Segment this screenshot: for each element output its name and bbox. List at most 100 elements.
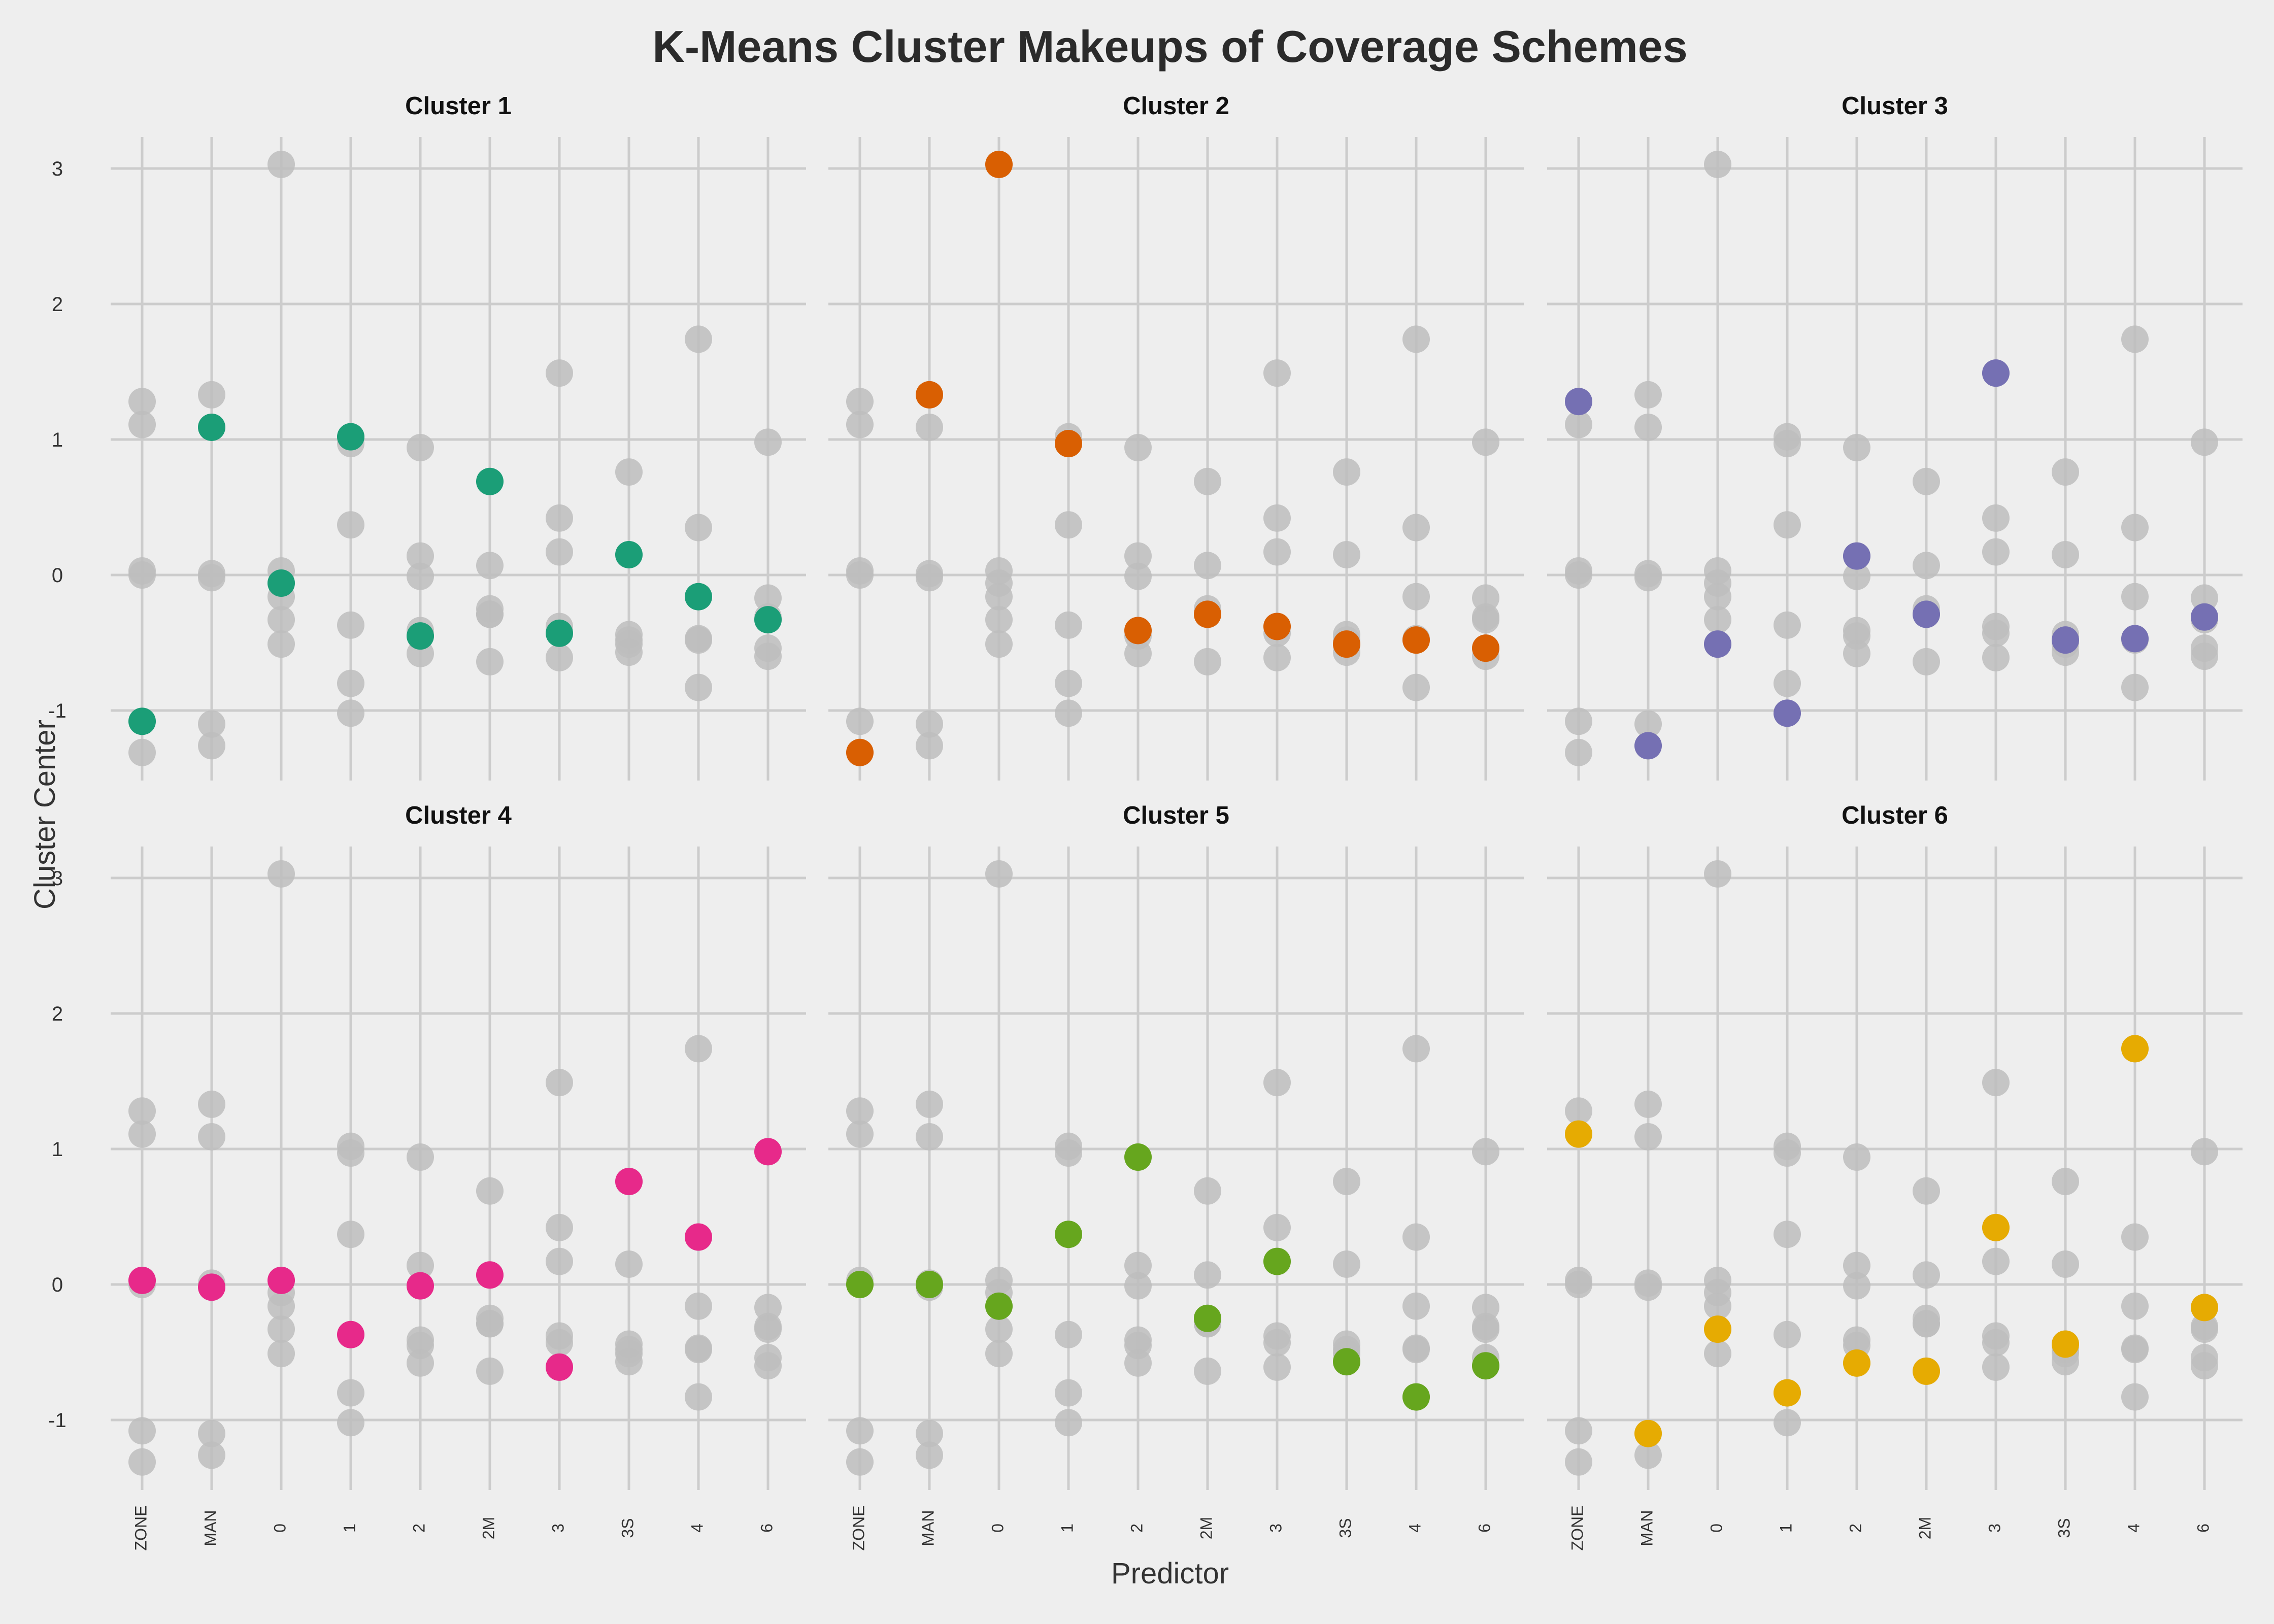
background-point	[846, 388, 874, 416]
facet-title: Cluster 3	[1842, 92, 1948, 120]
background-point	[337, 699, 364, 727]
y-tick-label: 2	[52, 1003, 63, 1025]
background-point	[1263, 644, 1291, 671]
x-tick-label: 2M	[479, 1517, 497, 1539]
cluster-point	[1982, 359, 2010, 387]
cluster-point	[615, 540, 643, 568]
x-tick-label: 3S	[618, 1518, 637, 1538]
background-point	[546, 504, 573, 532]
background-point	[1982, 504, 2010, 532]
background-point	[1333, 540, 1360, 568]
background-point	[1913, 1261, 1940, 1289]
background-point	[1472, 606, 1499, 634]
background-point	[1402, 583, 1430, 611]
background-point	[1704, 606, 1731, 634]
cluster-point	[1055, 1221, 1082, 1248]
background-point	[407, 1251, 434, 1279]
cluster-point	[1843, 542, 1870, 570]
background-point	[1333, 1168, 1360, 1196]
chart-title: K-Means Cluster Makeups of Coverage Sche…	[652, 21, 1687, 72]
background-point	[1774, 511, 1801, 539]
facet-title: Cluster 2	[1123, 92, 1229, 120]
background-point	[1634, 710, 1662, 738]
background-point	[754, 1352, 782, 1380]
background-point	[685, 1035, 712, 1063]
cluster-point	[754, 1138, 782, 1166]
background-point	[546, 538, 573, 566]
background-point	[546, 1069, 573, 1097]
background-point	[1055, 511, 1082, 539]
background-point	[476, 648, 504, 675]
y-axis-title: Cluster Center	[28, 720, 61, 909]
y-tick-label: 3	[52, 158, 63, 180]
background-point	[1333, 458, 1360, 486]
background-point	[685, 1383, 712, 1411]
background-point	[128, 1097, 156, 1125]
background-point	[198, 1441, 225, 1469]
background-point	[1565, 1271, 1592, 1298]
x-tick-label: MAN	[919, 1510, 937, 1546]
background-point	[198, 564, 225, 592]
background-point	[476, 552, 504, 580]
cluster-point	[1913, 1357, 1940, 1385]
background-point	[546, 1329, 573, 1357]
background-point	[1982, 1069, 2010, 1097]
background-point	[1472, 1315, 1499, 1343]
cluster-point	[1124, 1143, 1152, 1171]
cluster-point	[846, 738, 874, 766]
background-point	[198, 1419, 225, 1447]
facet-title: Cluster 4	[405, 802, 512, 829]
background-point	[337, 1379, 364, 1407]
background-point	[267, 1340, 295, 1368]
background-point	[546, 1247, 573, 1275]
cluster-point	[685, 1223, 712, 1251]
x-tick-label: 3S	[2055, 1518, 2073, 1538]
background-point	[267, 630, 295, 658]
x-tick-label: 2	[1127, 1524, 1146, 1533]
background-point	[1634, 564, 1662, 592]
x-tick-label: 1	[340, 1524, 358, 1533]
y-tick-label: 3	[52, 867, 63, 890]
background-point	[2191, 428, 2218, 456]
background-point	[916, 564, 943, 592]
background-point	[2052, 458, 2079, 486]
background-point	[1565, 707, 1592, 735]
x-tick-label: 3	[549, 1524, 567, 1533]
background-point	[1194, 467, 1221, 495]
background-point	[1263, 504, 1291, 532]
background-point	[1402, 325, 1430, 353]
background-point	[407, 1349, 434, 1377]
background-point	[1634, 381, 1662, 409]
background-point	[1843, 1272, 1870, 1300]
background-point	[1565, 1448, 1592, 1476]
background-point	[2121, 673, 2149, 701]
cluster-point	[1402, 1383, 1430, 1411]
x-tick-label: 0	[1707, 1524, 1725, 1533]
background-point	[1913, 467, 1940, 495]
background-point	[916, 1441, 943, 1469]
cluster-point	[2121, 1035, 2149, 1063]
background-point	[1774, 1409, 1801, 1437]
background-point	[916, 1090, 943, 1118]
facet-panel-3: Cluster 3	[1547, 92, 2243, 781]
cluster-point	[198, 1273, 225, 1301]
background-point	[754, 584, 782, 612]
background-point	[1565, 1417, 1592, 1445]
background-point	[407, 562, 434, 590]
background-point	[198, 710, 225, 738]
cluster-point	[337, 1321, 364, 1348]
x-tick-label: 0	[271, 1524, 289, 1533]
y-tick-label: 0	[52, 564, 63, 587]
x-tick-label: 4	[688, 1524, 706, 1533]
background-point	[267, 1292, 295, 1320]
background-point	[1704, 860, 1731, 888]
cluster-point	[916, 381, 943, 409]
background-point	[1124, 434, 1152, 462]
background-point	[1982, 538, 2010, 566]
background-point	[1055, 1409, 1082, 1437]
background-point	[1843, 1251, 1870, 1279]
background-point	[1402, 1292, 1430, 1320]
cluster-point	[1194, 1304, 1221, 1332]
cluster-point	[1565, 1120, 1592, 1148]
